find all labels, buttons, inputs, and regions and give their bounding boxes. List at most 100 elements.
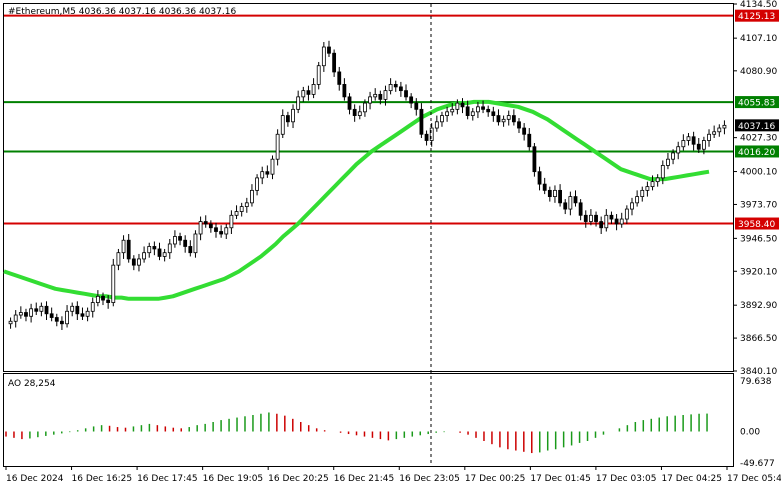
moving-average — [3, 99, 710, 301]
candle-body — [152, 246, 157, 250]
candle-body — [496, 115, 501, 123]
ao-axis: 79.638 0.00 -49.677 — [740, 377, 775, 469]
candle-body — [352, 108, 357, 116]
candle-body — [65, 310, 69, 325]
price-tick-label: 4107.10 — [740, 34, 777, 44]
candle-body — [137, 258, 141, 266]
price-tick-label: 3920.10 — [740, 267, 777, 277]
price-tick-label: 3973.70 — [740, 200, 777, 210]
candle-body — [116, 252, 121, 266]
candle-body — [542, 183, 547, 191]
candle-body — [85, 310, 90, 317]
candle-body — [527, 133, 532, 148]
candle-body — [347, 96, 352, 110]
candle-body — [409, 96, 414, 104]
level-badge-3-bg — [735, 217, 779, 230]
price-tick-label: 3840.10 — [740, 367, 777, 377]
ao-tick-label: 79.638 — [740, 377, 772, 387]
level-badge-0-bg — [735, 9, 779, 22]
candle-body — [60, 320, 64, 325]
candle-body — [722, 124, 727, 129]
candle-body — [208, 223, 213, 229]
time-tick-label: 16 Dec 21:45 — [334, 474, 395, 484]
candle-body — [573, 196, 578, 204]
candle-body — [229, 214, 234, 229]
candle-body — [178, 236, 182, 241]
level-badge-0-label: 4125.13 — [738, 12, 775, 22]
current-price-badge-bg — [735, 119, 779, 132]
ao-tick-label: 0.00 — [740, 427, 760, 437]
candle-body — [701, 140, 706, 150]
time-tick-label: 16 Dec 20:25 — [268, 474, 329, 484]
time-tick-label: 17 Dec 00:25 — [465, 474, 526, 484]
candle-body — [198, 221, 203, 235]
candle-body — [275, 133, 280, 160]
candle-body — [511, 115, 516, 123]
candle-body — [594, 214, 598, 222]
candle-body — [311, 84, 316, 95]
level-badge-1-bg — [735, 96, 779, 109]
level-badge-1-label: 4055.83 — [738, 99, 775, 109]
candle-body — [147, 246, 152, 254]
time-tick-label: 16 Dec 23:05 — [399, 474, 460, 484]
candle-body — [465, 106, 470, 116]
candle-body — [583, 214, 588, 222]
candle-body — [332, 52, 337, 73]
candle-body — [24, 312, 28, 317]
candle-body — [481, 106, 485, 110]
candle-body — [214, 227, 218, 232]
candle-body — [604, 214, 609, 229]
candle-body — [13, 314, 18, 322]
ao-label: AO 28,254 — [8, 379, 56, 389]
candle-body — [270, 158, 275, 175]
candle-body — [537, 171, 542, 185]
candle-body — [368, 96, 372, 104]
candle-body — [234, 211, 239, 216]
ao-plot-frame — [3, 373, 734, 467]
candle-body — [676, 146, 681, 154]
candle-body — [635, 196, 640, 204]
time-tick-label: 16 Dec 2024 — [6, 474, 64, 484]
candle-body — [424, 133, 429, 141]
candle-body — [321, 46, 326, 67]
candle-body — [455, 102, 460, 110]
candle-body — [378, 93, 383, 100]
price-tick-label: 3946.50 — [740, 234, 777, 244]
price-tick-label: 3892.90 — [740, 301, 777, 311]
candle-body — [296, 96, 301, 110]
candle-body — [75, 305, 80, 315]
candle-body — [203, 221, 208, 225]
candle-body — [90, 302, 95, 312]
candle-body — [609, 214, 614, 220]
candle-body — [419, 108, 424, 135]
candle-body — [8, 320, 13, 325]
candle-body — [517, 121, 521, 129]
candle-body — [327, 46, 331, 54]
candle-body — [363, 102, 367, 113]
candle-body — [188, 246, 193, 254]
level-badge-2-label: 4016.20 — [738, 148, 775, 158]
candle-body — [563, 202, 568, 210]
candle-body — [645, 186, 650, 191]
level-badge-2-bg — [735, 145, 779, 158]
candle-body — [681, 140, 686, 148]
candle-body — [429, 127, 434, 141]
candle-body — [173, 236, 177, 245]
price-tick-label: 4027.30 — [740, 134, 777, 144]
candle-body — [506, 115, 511, 120]
candle-body — [34, 308, 39, 312]
candle-body — [686, 136, 691, 141]
candle-body — [486, 108, 491, 113]
candle-body — [285, 115, 290, 123]
candle-body — [342, 84, 347, 98]
candle-body — [244, 202, 249, 207]
candle-body — [101, 295, 105, 301]
candle-body — [696, 143, 701, 150]
candle-body — [224, 227, 229, 235]
candle-body — [29, 308, 34, 317]
symbol-header: #Ethereum,M5 4036.36 4037.16 4036.36 403… — [8, 7, 236, 17]
candle-body — [193, 233, 198, 254]
candle-body — [445, 111, 450, 116]
candle-body — [316, 65, 321, 85]
